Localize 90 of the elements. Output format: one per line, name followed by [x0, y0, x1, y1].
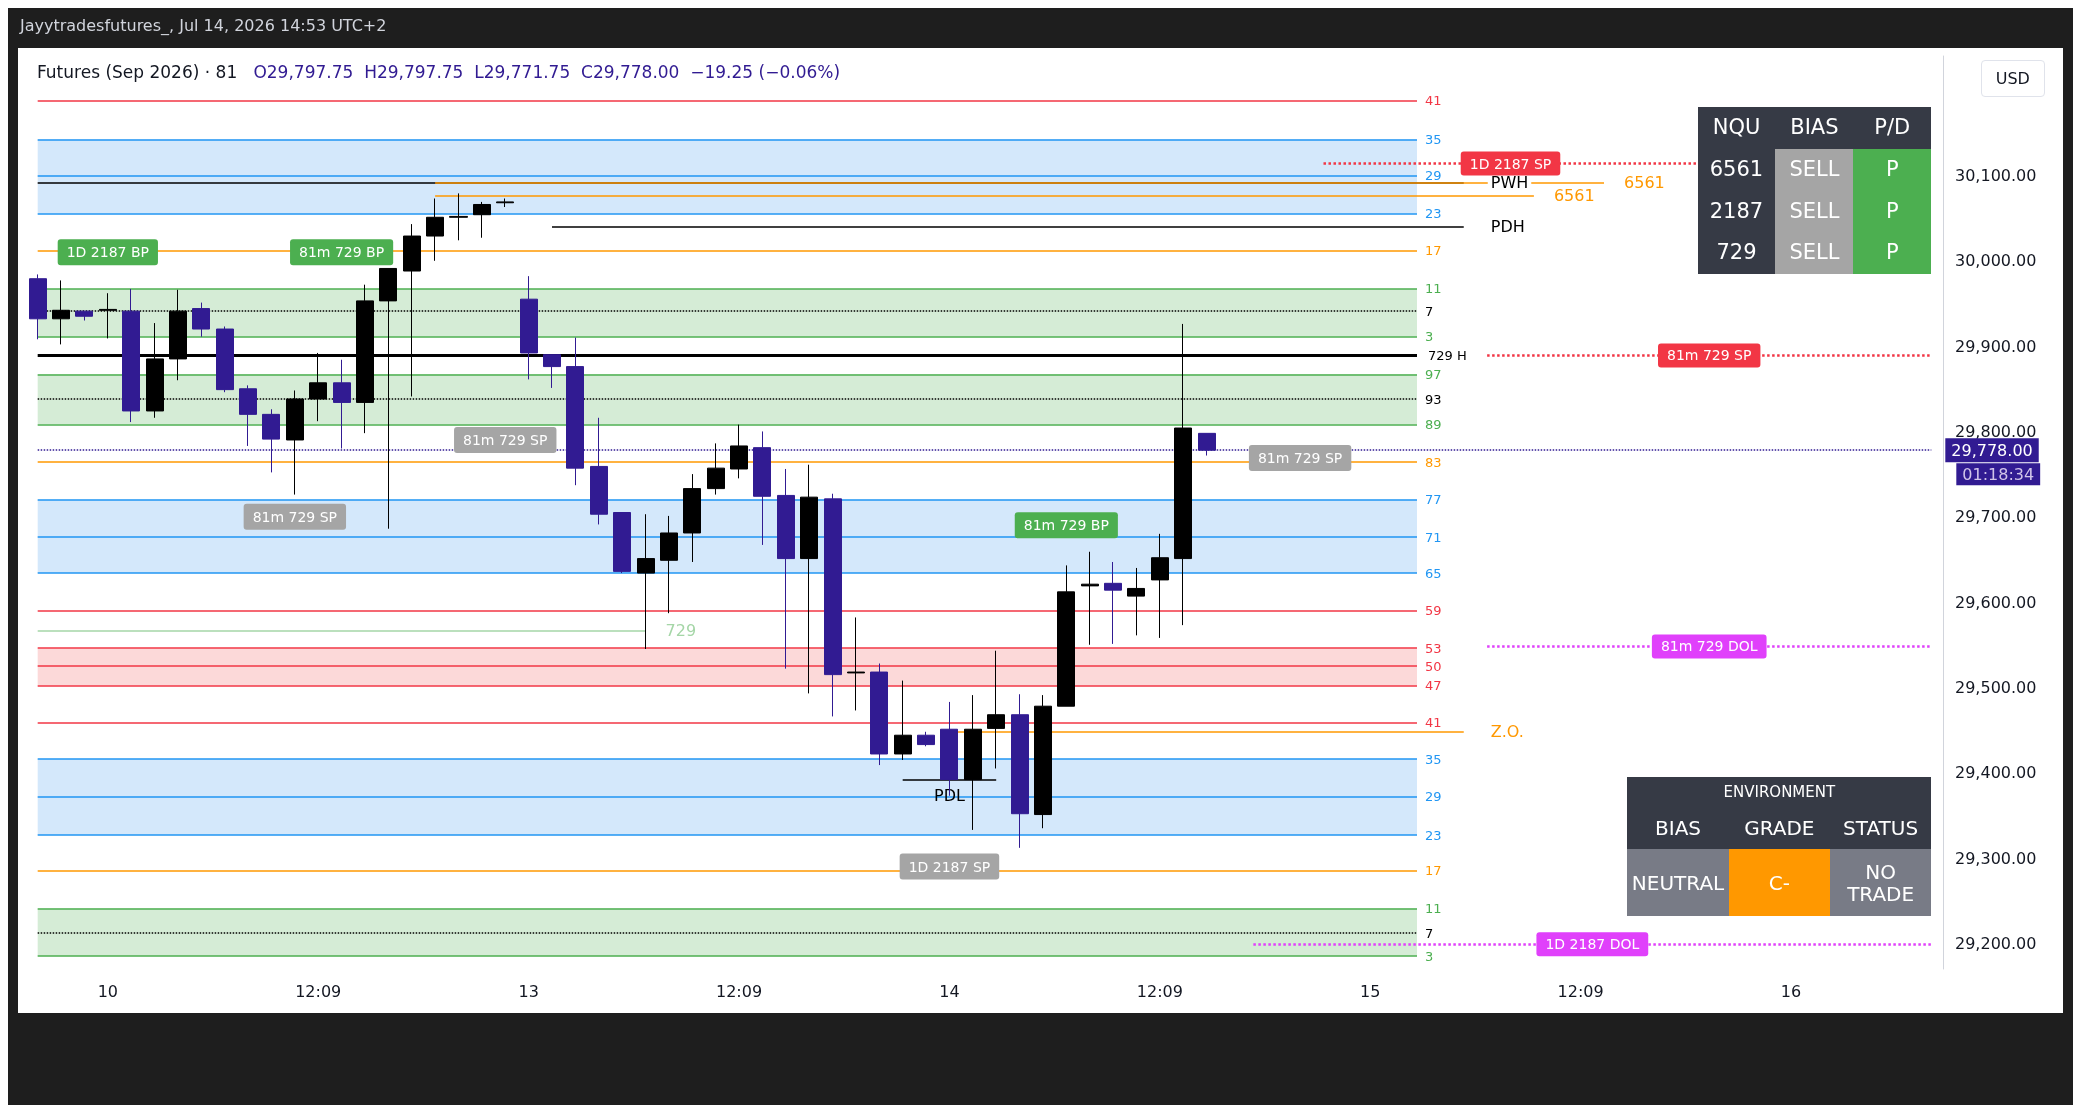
annotation: 47	[1424, 678, 1442, 694]
annotation: 35	[1424, 751, 1442, 767]
annotation: 41	[1424, 92, 1442, 108]
annotation: 11	[1424, 281, 1442, 297]
x-tick-label: 12:09	[715, 981, 763, 1001]
y-tick-label: 30,000.00	[1955, 251, 2037, 271]
annotation: 53	[1424, 640, 1442, 656]
annotation: NQU	[1697, 107, 1776, 149]
annotation: P	[1853, 190, 1932, 232]
annotation: 6561	[1553, 186, 1595, 206]
text: USD	[1980, 60, 2045, 97]
annotation: BIAS	[1775, 107, 1854, 149]
annotation: 77	[1424, 492, 1442, 508]
y-tick-label: 29,200.00	[1955, 933, 2037, 953]
annotation: BIAS	[1627, 807, 1729, 850]
text: 01:18:34	[1962, 464, 2035, 484]
annotation: 65	[1424, 565, 1442, 581]
annotation: 17	[1424, 863, 1442, 879]
ref-line-label: 81m 729 DOL	[1660, 638, 1758, 655]
annotation: 17	[1424, 243, 1442, 259]
annotation: 7	[1424, 925, 1434, 941]
annotation: 81m 729 SP	[252, 508, 338, 525]
annotation: 81m 729 BP	[299, 244, 385, 261]
y-tick-label: 29,900.00	[1955, 336, 2037, 356]
annotation: STATUS	[1829, 807, 1932, 850]
annotation: SELL	[1775, 231, 1854, 274]
chart-title: Futures (Sep 2026) · 81	[37, 61, 254, 82]
y-tick-label: 29,600.00	[1955, 592, 2037, 612]
annotation: 2187	[1697, 190, 1776, 232]
y-tick-label: 29,400.00	[1955, 763, 2037, 783]
ref-line-label: 81m 729 SP	[1667, 347, 1752, 364]
text: Jayytradesfutures_, Jul 14, 2026 14:53 UTC+2	[20, 16, 387, 35]
annotation: 35	[1424, 132, 1442, 148]
annotation: 1D 2187 BP	[66, 244, 149, 261]
annotation: 93	[1424, 391, 1442, 407]
annotation: 11	[1424, 900, 1442, 916]
annotation: 6561	[1624, 172, 1665, 192]
annotation: P	[1853, 148, 1932, 191]
x-tick-label: 16	[1780, 981, 1802, 1001]
annotation: 71	[1424, 529, 1442, 545]
x-tick-label: 12:09	[295, 981, 342, 1001]
y-tick-label: 29,500.00	[1955, 677, 2037, 697]
annotation: NO TRADE	[1829, 849, 1932, 917]
annotation: ENVIRONMENT	[1627, 777, 1932, 808]
chart-subtitle: O29,797.75 H29,797.75 L29,771.75 C29,778.00 −19.25 (−0.06%)	[253, 61, 841, 82]
annotation: 83	[1424, 454, 1442, 470]
x-tick-label: 12:09	[1557, 981, 1604, 1001]
annotation: 29	[1424, 167, 1442, 183]
annotation: 81m 729 SP	[463, 431, 548, 448]
annotation: SELL	[1775, 190, 1854, 232]
annotation: P	[1853, 231, 1932, 274]
x-tick-label: 14	[939, 981, 960, 1001]
annotation: 1D 2187 SP	[908, 858, 991, 875]
annotation: 3	[1424, 948, 1434, 964]
annotation: GRADE	[1728, 807, 1830, 850]
annotation: 50	[1424, 658, 1442, 674]
ref-line-label: 1D 2187 SP	[1469, 155, 1552, 172]
annotation: 29	[1424, 789, 1442, 805]
ref-line-label: PDL	[933, 786, 965, 806]
annotation: C-	[1728, 849, 1830, 917]
annotation: 81m 729 BP	[1023, 517, 1109, 534]
annotation: 89	[1424, 417, 1442, 433]
x-tick-label: 15	[1360, 981, 1381, 1001]
annotation: 97	[1424, 366, 1442, 382]
y-tick-label: 29,300.00	[1955, 848, 2037, 868]
annotation: 6561	[1697, 148, 1776, 191]
ref-line-label: 729 H	[1427, 348, 1467, 363]
y-tick-label: 29,800.00	[1955, 421, 2037, 441]
x-tick-label: 13	[518, 981, 539, 1001]
ref-line-label: Z.O.	[1490, 722, 1524, 742]
annotation: 729	[1697, 231, 1776, 274]
y-tick-label: 30,100.00	[1955, 165, 2037, 185]
ref-line-label: PWH	[1490, 172, 1529, 192]
y-tick-label: 29,700.00	[1955, 507, 2037, 527]
annotation: P/D	[1853, 107, 1932, 149]
annotation: NEUTRAL	[1627, 849, 1729, 917]
annotation: 3	[1424, 329, 1434, 345]
annotation: 41	[1424, 714, 1442, 730]
annotation: 81m 729 SP	[1257, 449, 1343, 466]
annotation: 23	[1424, 206, 1442, 222]
annotation: SELL	[1775, 148, 1854, 191]
ref-line-label: PDH	[1490, 217, 1525, 237]
annotation: 7	[1424, 303, 1434, 319]
annotation: 729	[665, 620, 697, 640]
annotation: 59	[1424, 603, 1442, 619]
x-tick-label: 10	[97, 981, 118, 1001]
ref-line-label: 1D 2187 DOL	[1545, 936, 1640, 953]
ref-line-label: 29,778.00	[1951, 440, 2033, 460]
annotation: 23	[1424, 827, 1442, 843]
x-tick-label: 12:09	[1136, 981, 1183, 1001]
